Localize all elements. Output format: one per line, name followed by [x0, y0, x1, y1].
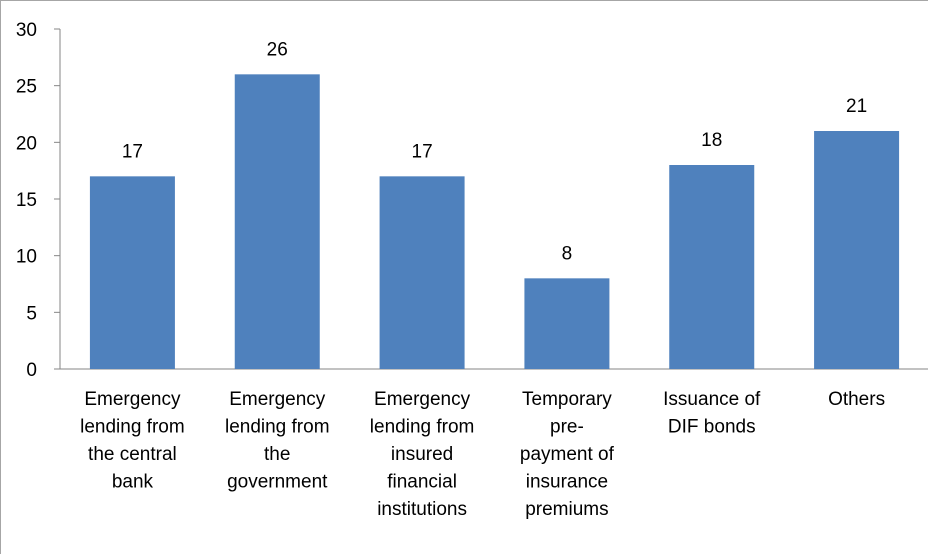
- data-label: 17: [122, 141, 143, 162]
- bar: [234, 74, 320, 369]
- data-label: 8: [562, 243, 573, 264]
- y-tick-label: 15: [16, 190, 37, 211]
- x-tick-label: payment of: [520, 444, 615, 465]
- x-tick-label: Emergency: [84, 389, 181, 410]
- x-tick-label: government: [227, 472, 328, 493]
- x-tick-label: Emergency: [374, 389, 471, 410]
- bar: [379, 176, 465, 369]
- y-tick-label: 25: [16, 77, 37, 98]
- x-tick-label: Others: [828, 389, 885, 410]
- y-tick-label: 30: [16, 20, 37, 41]
- x-tick-label: bank: [112, 472, 154, 493]
- bar: [524, 278, 610, 369]
- x-tick-label: lending from: [225, 417, 330, 438]
- x-tick-label: insurance: [526, 472, 608, 493]
- x-tick-label: Issuance of: [663, 389, 761, 410]
- x-tick-label: Temporary: [522, 389, 612, 410]
- x-tick-label: institutions: [377, 499, 467, 520]
- x-tick-label: the: [264, 444, 290, 465]
- bar: [669, 165, 755, 369]
- x-tick-label: premiums: [525, 499, 608, 520]
- y-tick-label: 10: [16, 247, 37, 268]
- y-tick-label: 0: [26, 360, 37, 381]
- data-label: 18: [701, 130, 722, 151]
- x-tick-label: lending from: [80, 417, 185, 438]
- x-tick-label: DIF bonds: [668, 417, 756, 438]
- y-tick-label: 5: [26, 303, 37, 324]
- data-label: 17: [412, 141, 433, 162]
- x-tick-label: the central: [88, 444, 177, 465]
- bar: [814, 131, 900, 369]
- data-label: 26: [267, 39, 288, 60]
- x-tick-label: lending from: [370, 417, 475, 438]
- x-tick-label: pre-: [550, 417, 584, 438]
- x-tick-label: financial: [387, 472, 457, 493]
- data-label: 21: [846, 96, 867, 117]
- y-tick-label: 20: [16, 133, 37, 154]
- x-tick-label: Emergency: [229, 389, 326, 410]
- x-tick-label: insured: [391, 444, 453, 465]
- bar: [89, 176, 175, 369]
